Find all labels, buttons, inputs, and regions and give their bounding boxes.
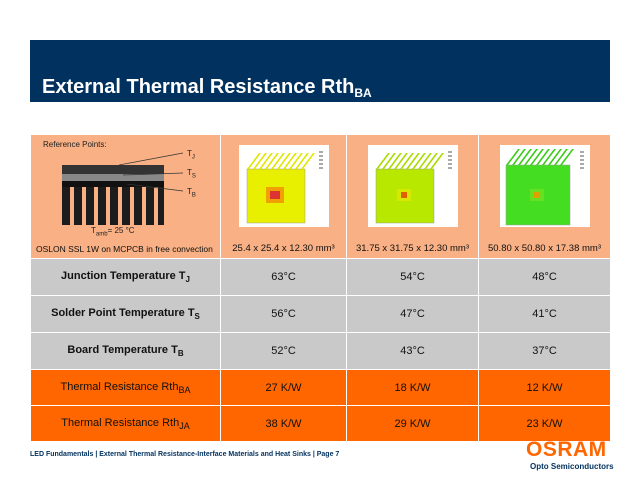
table-cell: 63°C — [220, 258, 347, 296]
table-cell: 27 K/W — [220, 369, 347, 406]
table-cell: 48°C — [478, 258, 611, 296]
heatsink-render-3 — [499, 145, 590, 227]
table-row: Thermal Resistance RthBA 27 K/W 18 K/W 1… — [30, 369, 611, 406]
table-cell: 52°C — [220, 332, 347, 370]
table-cell: 47°C — [346, 295, 479, 333]
table-row: Thermal Resistance RthJA 38 K/W 29 K/W 2… — [30, 405, 611, 442]
title-bar: External Thermal Resistance RthBA — [30, 40, 610, 102]
heatsink-size-2: 31.75 x 31.75 x 12.30 mm³ — [355, 243, 469, 254]
heatsink-cell-2: 31.75 x 31.75 x 12.30 mm³ — [346, 134, 479, 259]
slide-title: External Thermal Resistance RthBA — [42, 76, 372, 100]
heatsink-render-1 — [238, 145, 329, 227]
heatsink-cell-3: 50.80 x 50.80 x 17.38 mm³ — [478, 134, 611, 259]
reference-caption: OSLON SSL 1W on MCPCB in free convection — [36, 244, 213, 254]
table-cell: 37°C — [478, 332, 611, 370]
row-label-rth-ba: Thermal Resistance RthBA — [30, 369, 221, 406]
row-label-board: Board Temperature TB — [30, 332, 221, 370]
table-cell: 43°C — [346, 332, 479, 370]
row-label-rth-ja: Thermal Resistance RthJA — [30, 405, 221, 442]
table-cell: 41°C — [478, 295, 611, 333]
row-label-solder: Solder Point Temperature TS — [30, 295, 221, 333]
table-cell: 38 K/W — [220, 405, 347, 442]
heatsink-render-2 — [367, 145, 458, 227]
table-row: Junction Temperature TJ 63°C 54°C 48°C — [30, 258, 611, 296]
reference-title: Reference Points: — [43, 140, 107, 149]
osram-logo: OSRAM — [526, 438, 607, 461]
table-cell: 23 K/W — [478, 405, 611, 442]
label-tb: TB — [187, 187, 196, 199]
thermal-table: Reference Points: — [30, 134, 611, 442]
table-row: Board Temperature TB 52°C 43°C 37°C — [30, 332, 611, 370]
table-cell: 18 K/W — [346, 369, 479, 406]
image-row: Reference Points: — [30, 134, 611, 259]
label-tamb: Tamb= 25 °C — [91, 226, 135, 238]
table-cell: 29 K/W — [346, 405, 479, 442]
table-cell: 12 K/W — [478, 369, 611, 406]
table-cell: 54°C — [346, 258, 479, 296]
table-row: Solder Point Temperature TS 56°C 47°C 41… — [30, 295, 611, 333]
label-ts: TS — [187, 168, 196, 180]
heatsink-size-3: 50.80 x 50.80 x 17.38 mm³ — [487, 243, 601, 254]
reference-diagram-cell: Reference Points: — [30, 134, 221, 259]
led-cross-section — [62, 152, 184, 225]
footer-text: LED Fundamentals | External Thermal Resi… — [30, 451, 340, 458]
label-tj: TJ — [187, 149, 195, 161]
logo-subtitle: Opto Semiconductors — [530, 462, 614, 471]
heatsink-size-1: 25.4 x 25.4 x 12.30 mm³ — [232, 243, 335, 254]
table-cell: 56°C — [220, 295, 347, 333]
heatsink-cell-1: 25.4 x 25.4 x 12.30 mm³ — [220, 134, 347, 259]
row-label-junction: Junction Temperature TJ — [30, 258, 221, 296]
